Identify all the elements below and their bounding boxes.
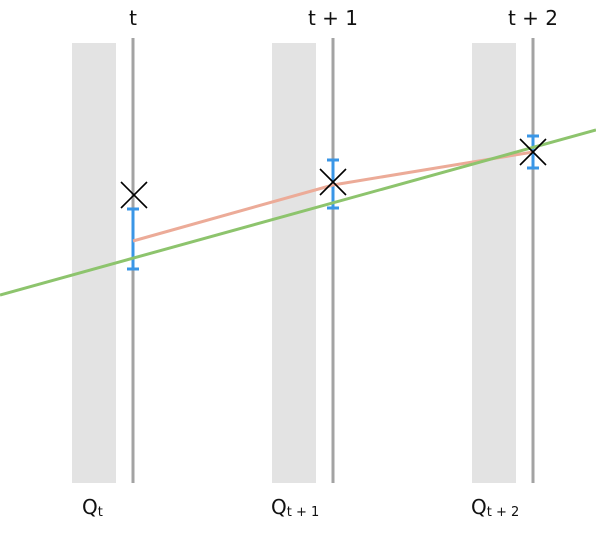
x-marker-t2 [519, 138, 547, 166]
q-label-t1: Qt + 1 [271, 495, 319, 520]
shaded-band-t1 [272, 43, 316, 483]
q-label-t2: Qt + 2 [471, 495, 519, 520]
time-label-t2: t + 2 [508, 6, 558, 30]
q-label-t: Qt [82, 495, 103, 520]
q-label-t-sub: t [98, 505, 103, 520]
time-label-t1: t + 1 [308, 6, 358, 30]
x-marker-t1 [319, 168, 347, 196]
x-marker-t [120, 181, 148, 209]
q-label-t2-base: Q [471, 495, 487, 519]
q-label-t1-sub: t + 1 [287, 505, 320, 520]
shaded-band-t [72, 43, 116, 483]
green-fit-line [0, 128, 596, 297]
time-label-t: t [129, 6, 137, 30]
shaded-band-t2 [472, 43, 516, 483]
q-label-t-base: Q [82, 495, 98, 519]
q-label-t2-sub: t + 2 [487, 505, 520, 520]
q-label-t1-base: Q [271, 495, 287, 519]
red-trajectory-line [132, 150, 534, 243]
